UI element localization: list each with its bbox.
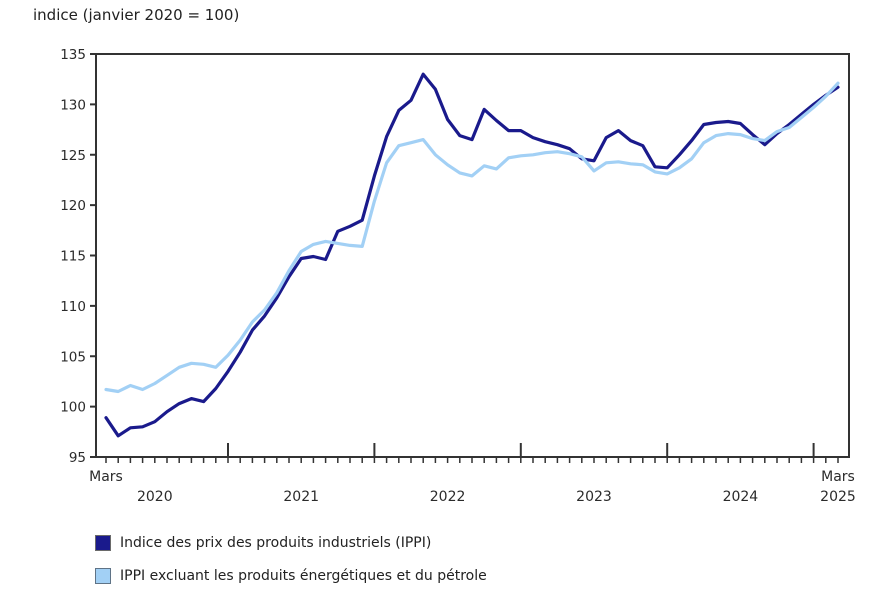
chart-title: indice (janvier 2020 = 100) xyxy=(33,6,240,24)
y-tick-label: 115 xyxy=(60,249,86,265)
y-tick-label: 120 xyxy=(60,198,86,214)
ippi-excl-energy-series-label: IPPI excluant les produits énergétiques … xyxy=(120,568,487,584)
x-year-label: 2021 xyxy=(283,489,319,505)
x-start-month-label: Mars xyxy=(89,469,123,485)
legend: Indice des prix des produits industriels… xyxy=(95,534,487,598)
x-year-label: 2023 xyxy=(576,489,612,505)
legend-item-ippi: Indice des prix des produits industriels… xyxy=(95,534,487,552)
y-tick-label: 110 xyxy=(60,299,86,315)
ippi-series-swatch xyxy=(95,535,111,551)
y-tick-label: 135 xyxy=(60,47,86,63)
ippi-excl-energy-series-swatch xyxy=(95,568,111,584)
ippi-series-line xyxy=(104,72,840,438)
x-year-label: 2022 xyxy=(430,489,466,505)
y-tick-label: 95 xyxy=(69,450,86,466)
y-tick-label: 125 xyxy=(60,148,86,164)
x-end-month-label: Mars xyxy=(821,469,855,485)
legend-item-ippi-excl-energy: IPPI excluant les produits énergétiques … xyxy=(95,567,487,585)
x-year-label: 2020 xyxy=(137,489,173,505)
x-year-label: 2024 xyxy=(723,489,759,505)
x-end-year-label: 2025 xyxy=(820,489,856,505)
y-tick-label: 105 xyxy=(60,349,86,365)
plot-area: 95 100 105 110 115 120 125 130 135 Mars 2020 2021 20… xyxy=(60,47,856,505)
y-tick-label: 130 xyxy=(60,97,86,113)
ippi-series-label: Indice des prix des produits industriels… xyxy=(120,535,432,551)
y-tick-label: 100 xyxy=(60,400,86,416)
ippi-excl-energy-series-line xyxy=(104,81,840,394)
